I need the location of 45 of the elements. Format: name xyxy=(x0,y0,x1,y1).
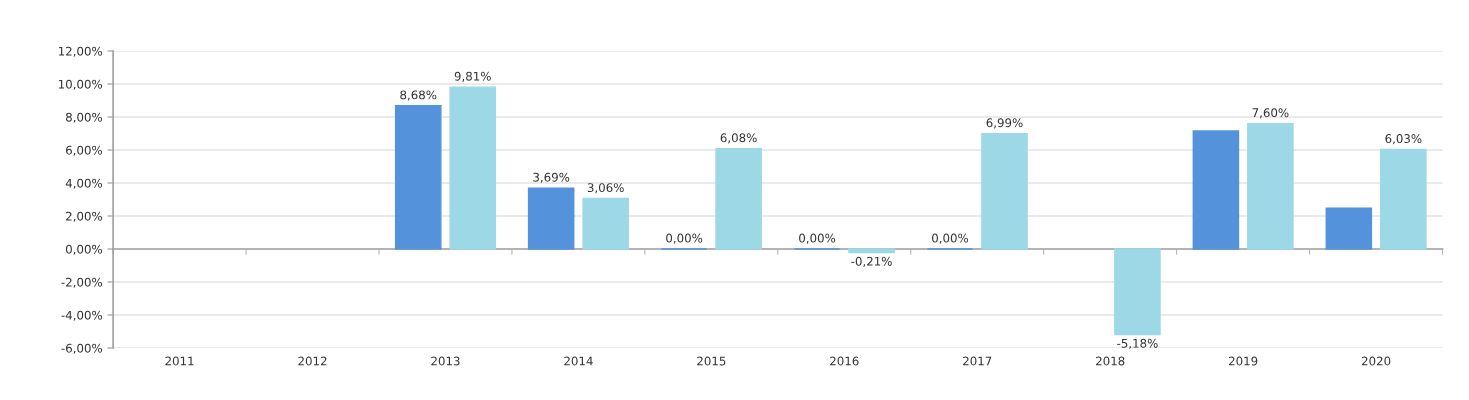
data-label: 9,81% xyxy=(454,71,491,82)
y-tick-label: 12,00% xyxy=(58,46,103,57)
data-label: 0,00% xyxy=(932,233,969,244)
bar xyxy=(527,187,575,250)
bar xyxy=(1247,122,1294,250)
x-tick-label: 2019 xyxy=(1228,356,1258,366)
data-label: -5,18% xyxy=(1117,338,1158,349)
data-label: 0,00% xyxy=(666,233,703,244)
x-tick-label: 2017 xyxy=(963,356,992,366)
y-tick-label: 6,00% xyxy=(66,145,103,156)
data-label: 6,08% xyxy=(720,133,757,144)
bar xyxy=(394,105,442,250)
x-tick-label: 2014 xyxy=(564,356,593,366)
y-tick-label: -2,00% xyxy=(61,277,103,288)
x-tick-label: 2020 xyxy=(1361,356,1391,366)
data-label: -0,21% xyxy=(851,256,892,267)
data-label: 3,69% xyxy=(533,172,570,183)
x-tick-label: 2018 xyxy=(1096,356,1125,366)
bar xyxy=(449,86,497,250)
bar xyxy=(1380,148,1427,250)
x-tick-label: 2013 xyxy=(431,356,460,366)
y-tick-label: 2,00% xyxy=(66,211,103,222)
bar xyxy=(848,248,895,254)
bar xyxy=(582,197,629,250)
bar xyxy=(1192,130,1240,250)
x-tick-label: 2012 xyxy=(298,356,327,366)
y-tick-label: 8,00% xyxy=(65,112,103,123)
bar xyxy=(1114,248,1161,336)
data-label: 0,00% xyxy=(799,233,836,244)
y-tick-label: -6,00% xyxy=(61,343,103,354)
x-tick-label: 2016 xyxy=(830,356,859,366)
y-tick-label: 10,00% xyxy=(58,79,103,90)
data-label: 6,99% xyxy=(986,118,1023,129)
data-label: 7,60% xyxy=(1252,108,1289,119)
data-label: 8,68% xyxy=(400,90,437,101)
bar xyxy=(1325,207,1373,250)
data-label: 6,03% xyxy=(1385,134,1422,145)
x-tick-label: 2011 xyxy=(165,356,194,366)
bar xyxy=(981,132,1028,250)
y-tick-label: 0,00% xyxy=(65,244,103,255)
x-tick-label: 2015 xyxy=(697,356,726,366)
bar xyxy=(715,147,762,250)
data-label: 3,06% xyxy=(587,183,624,194)
y-tick-label: -4,00% xyxy=(61,310,103,321)
y-tick-label: 4,00% xyxy=(65,178,103,189)
